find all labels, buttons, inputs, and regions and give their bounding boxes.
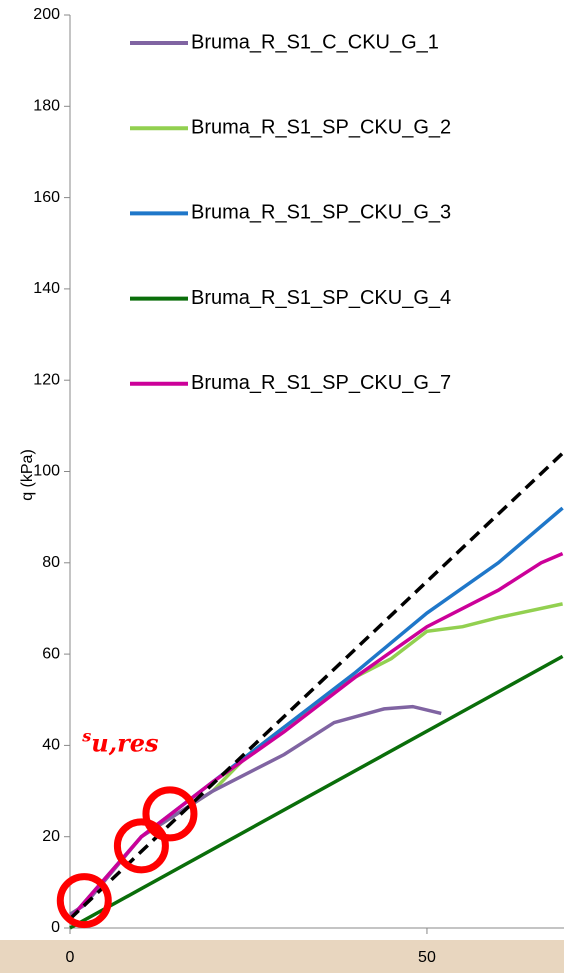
y-tick-label: 60	[42, 645, 60, 662]
y-tick-label: 180	[33, 98, 60, 115]
annotation: su,res	[81, 726, 159, 757]
series-line	[68, 506, 564, 921]
legend-text: Bruma_R_S1_C_CKU_G_1	[191, 31, 439, 53]
y-tick-label: 200	[33, 6, 60, 23]
y-tick-label: 100	[33, 463, 60, 480]
legend-text: Bruma_R_S1_SP_CKU_G_2	[191, 116, 451, 138]
y-tick-label: 140	[33, 280, 60, 297]
series-line	[68, 552, 564, 921]
x-tick-label: 0	[66, 949, 75, 966]
y-tick-label: 20	[42, 828, 60, 845]
y-tick-label: 0	[51, 919, 60, 936]
highlight-circle	[142, 786, 198, 842]
y-tick-label: 160	[33, 189, 60, 206]
x-tick-label: 50	[418, 949, 436, 966]
y-tick-label: 120	[33, 371, 60, 388]
highlight-circle	[113, 818, 169, 874]
y-axis-label: q (kPa)	[19, 449, 36, 501]
y-tick-label: 80	[42, 554, 60, 571]
highlight-circle	[56, 873, 112, 929]
legend-text: Bruma_R_S1_SP_CKU_G_3	[191, 202, 451, 224]
photo-strip	[0, 940, 564, 973]
series-line	[69, 654, 564, 930]
reference-line	[68, 451, 564, 921]
annotation-subscript: u,res	[91, 728, 159, 757]
y-tick-label: 40	[42, 737, 60, 754]
legend-text: Bruma_R_S1_SP_CKU_G_4	[191, 287, 451, 309]
legend-text: Bruma_R_S1_SP_CKU_G_7	[191, 372, 451, 394]
annotation-symbol: s	[81, 726, 91, 745]
